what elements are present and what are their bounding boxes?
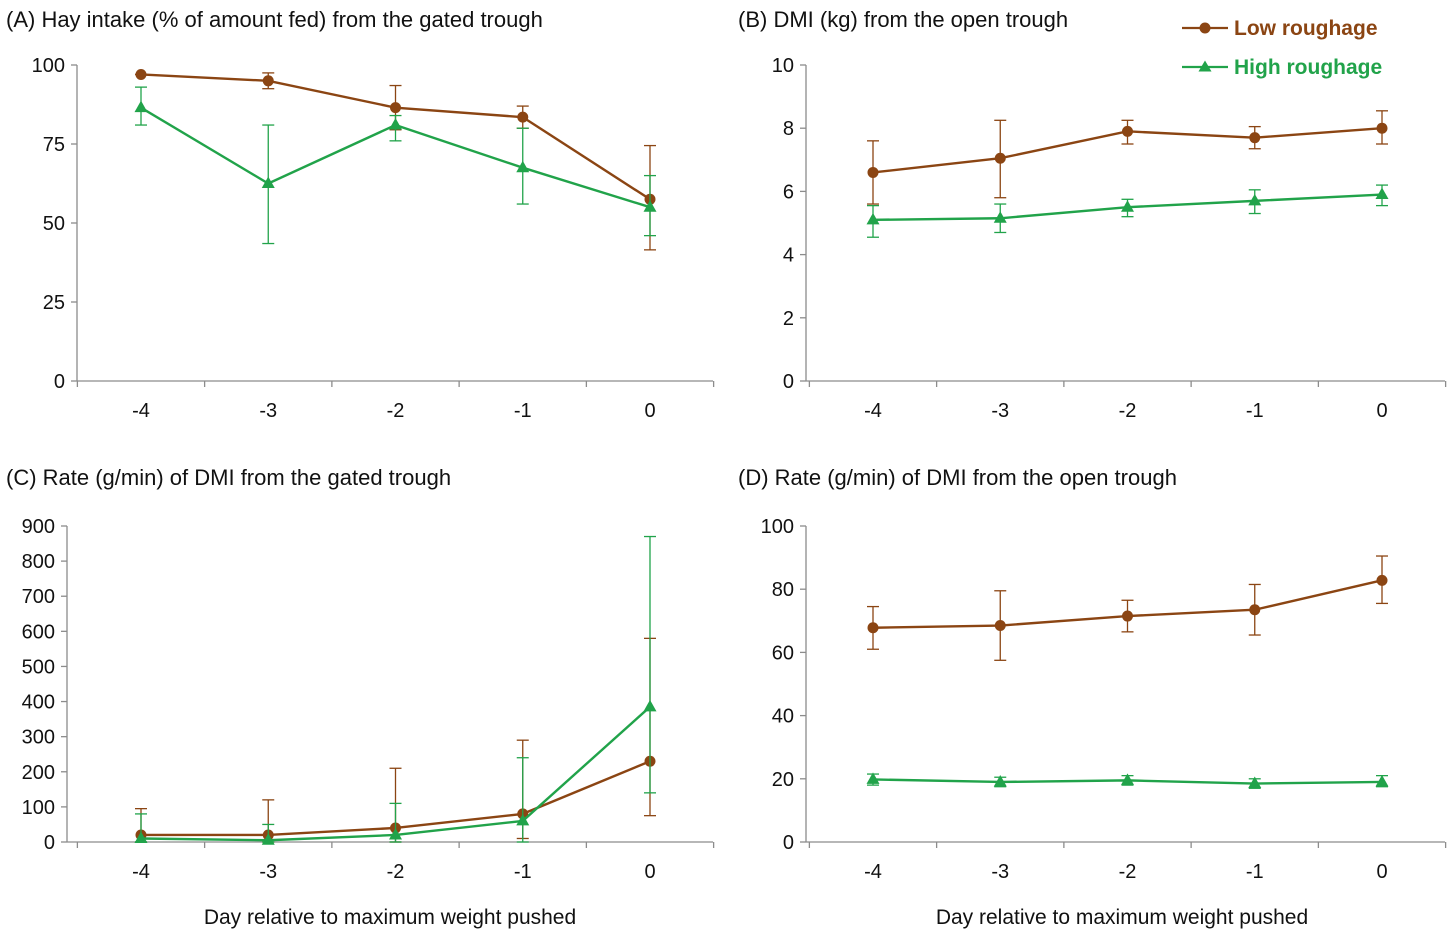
- panel-c-x-tick-label: -3: [259, 861, 277, 883]
- panel-c-x-tick-label: -2: [387, 861, 405, 883]
- panel-a-y-tick-label: 75: [43, 134, 65, 156]
- panel-d-y-tick-label: 0: [783, 832, 794, 854]
- panel-c-y-tick-label: 200: [22, 762, 55, 784]
- panel-c-x-tick-label: -4: [132, 861, 150, 883]
- legend-label-high-roughage: High roughage: [1234, 56, 1382, 79]
- panel-d-y-tick-label: 80: [772, 579, 794, 601]
- panel-d-title: (D) Rate (g/min) of DMI from the open tr…: [738, 465, 1177, 490]
- panel-c-y-tick-label: 300: [22, 727, 55, 749]
- panel-d-y-tick-label: 20: [772, 769, 794, 791]
- panel-d-x-tick-label: -1: [1246, 861, 1264, 883]
- legend: Low roughage High roughage: [1182, 17, 1382, 79]
- panel-b-title: (B) DMI (kg) from the open trough: [738, 7, 1068, 32]
- panel-a-y-tick-label: 100: [32, 55, 65, 77]
- panel-a: (A) Hay intake (% of amount fed) from th…: [6, 7, 714, 422]
- legend-item-low-roughage: Low roughage: [1182, 17, 1378, 40]
- panel-d-low-roughage-point: [868, 622, 879, 633]
- panel-a-title: (A) Hay intake (% of amount fed) from th…: [6, 7, 543, 32]
- panel-c-y-tick-label: 400: [22, 692, 55, 714]
- panel-a-low-roughage-point: [263, 75, 274, 86]
- panel-a-low-roughage-point: [517, 112, 528, 123]
- panel-b-y-tick-label: 6: [783, 181, 794, 203]
- panel-b-high-roughage-point: [1376, 188, 1389, 200]
- panel-d-low-roughage-point: [995, 620, 1006, 631]
- panel-c-y-tick-label: 100: [22, 797, 55, 819]
- panel-b-y-tick-label: 0: [783, 371, 794, 393]
- panel-b-low-roughage-point: [995, 153, 1006, 164]
- panel-d-low-roughage-point: [1377, 575, 1388, 586]
- panel-b-y-tick-label: 8: [783, 118, 794, 140]
- legend-label-low-roughage: Low roughage: [1234, 17, 1378, 40]
- panel-d-high-roughage-point: [1376, 775, 1389, 787]
- panel-c-high-roughage-point: [644, 700, 657, 712]
- panel-c-title: (C) Rate (g/min) of DMI from the gated t…: [6, 465, 451, 490]
- panel-c-x-tick-label: -1: [514, 861, 532, 883]
- panel-a-high-roughage-point: [389, 118, 402, 129]
- legend-item-high-roughage: High roughage: [1182, 56, 1382, 79]
- panel-d-x-tick-label: 0: [1376, 861, 1387, 883]
- panel-a-x-tick-label: -3: [259, 400, 277, 422]
- panel-a-x-tick-label: 0: [644, 400, 655, 422]
- panel-a-y-tick-label: 50: [43, 213, 65, 235]
- panel-d-y-tick-label: 40: [772, 706, 794, 728]
- panel-b-x-tick-label: -3: [991, 400, 1009, 422]
- panel-a-low-roughage-point: [136, 69, 147, 80]
- panel-a-high-roughage-point: [135, 101, 148, 113]
- panel-b-low-roughage-point: [1249, 132, 1260, 143]
- panel-b-x-tick-label: -2: [1119, 400, 1137, 422]
- panel-b-y-tick-label: 2: [783, 308, 794, 330]
- panel-b-x-tick-label: 0: [1376, 400, 1387, 422]
- panel-a-x-tick-label: -4: [132, 400, 150, 422]
- panel-a-y-tick-label: 0: [54, 371, 65, 393]
- panel-a-x-tick-label: -1: [514, 400, 532, 422]
- panel-c-y-tick-label: 600: [22, 621, 55, 643]
- panel-c-xlabel: Day relative to maximum weight pushed: [204, 906, 576, 929]
- panel-d-x-tick-label: -2: [1119, 861, 1137, 883]
- panel-c-x-tick-label: 0: [644, 861, 655, 883]
- panel-c-y-tick-label: 800: [22, 551, 55, 573]
- panel-d-low-roughage-point: [1249, 604, 1260, 615]
- panel-a-low-roughage-point: [390, 102, 401, 113]
- panel-d: (D) Rate (g/min) of DMI from the open tr…: [738, 465, 1446, 929]
- legend-marker-low-roughage: [1200, 23, 1211, 34]
- panel-a-y-tick-label: 25: [43, 292, 65, 314]
- panel-d-x-tick-label: -3: [991, 861, 1009, 883]
- panel-c-y-tick-label: 0: [44, 832, 55, 854]
- panel-d-x-tick-label: -4: [864, 861, 882, 883]
- panel-b-x-tick-label: -4: [864, 400, 882, 422]
- panel-d-xlabel: Day relative to maximum weight pushed: [936, 906, 1308, 929]
- panel-d-low-roughage-point: [1122, 611, 1133, 622]
- panel-c-y-tick-label: 900: [22, 516, 55, 538]
- panel-b-low-roughage-point: [1122, 126, 1133, 137]
- panel-a-x-tick-label: -2: [387, 400, 405, 422]
- panel-c: (C) Rate (g/min) of DMI from the gated t…: [6, 465, 714, 929]
- panel-d-y-tick-label: 60: [772, 642, 794, 664]
- panel-c-y-tick-label: 500: [22, 656, 55, 678]
- panel-d-y-tick-label: 100: [761, 516, 794, 538]
- panel-b-low-roughage-point: [1377, 123, 1388, 134]
- panel-b-y-tick-label: 10: [772, 55, 794, 77]
- panel-b-y-tick-label: 4: [783, 245, 794, 267]
- panel-b-x-tick-label: -1: [1246, 400, 1264, 422]
- panel-c-y-tick-label: 700: [22, 586, 55, 608]
- panel-b-low-roughage-point: [868, 167, 879, 178]
